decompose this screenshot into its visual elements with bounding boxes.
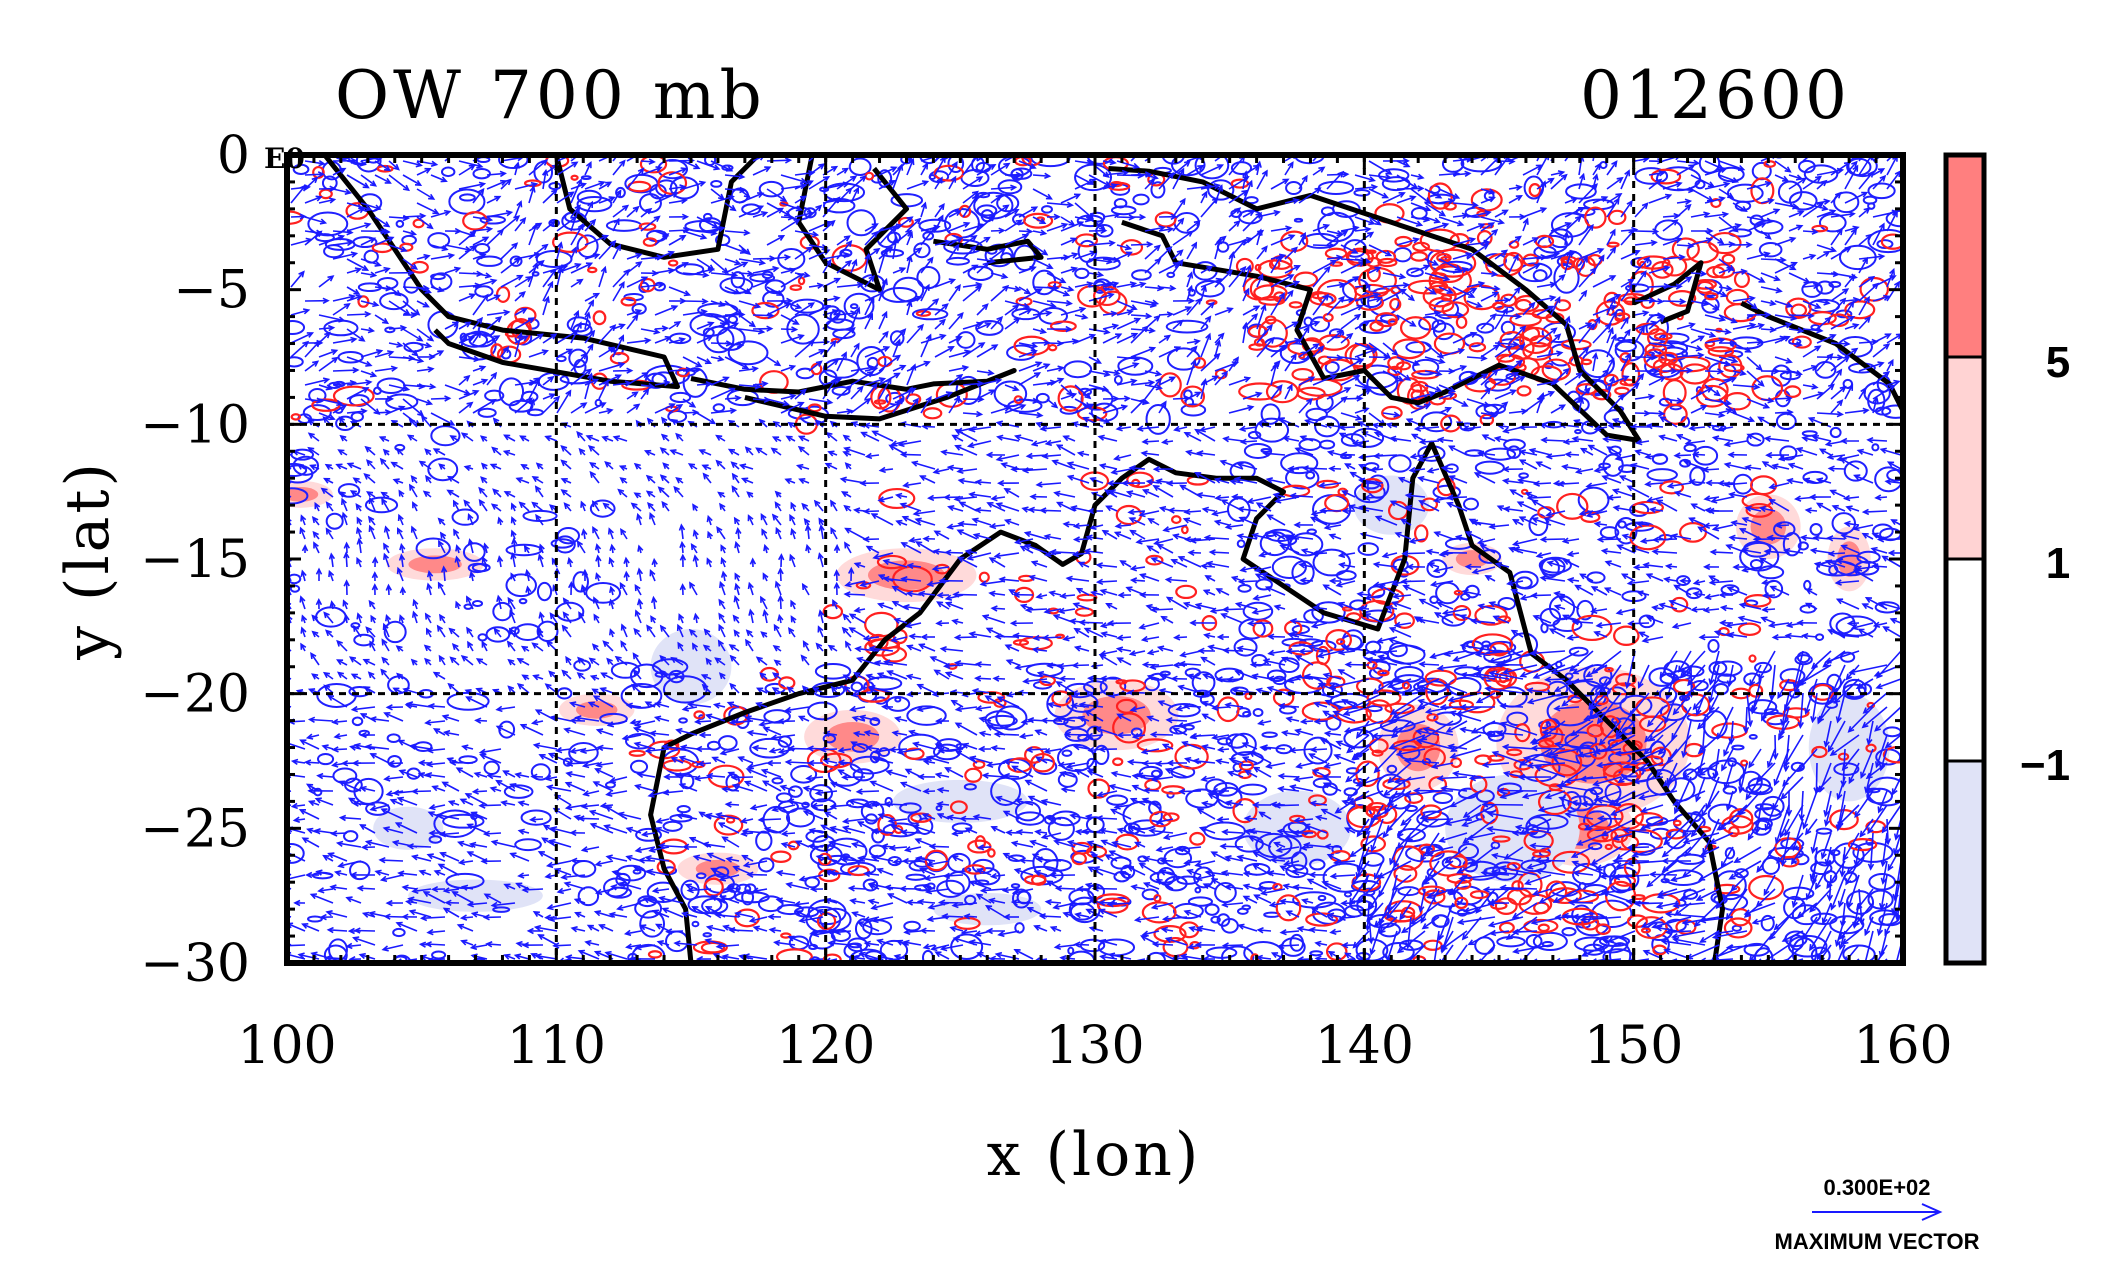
colorbar: 5 1 −1 (1943, 152, 2070, 966)
lat-lon-grid (287, 155, 1903, 963)
y-tick-label-6: −30 (140, 934, 250, 994)
vector-legend: 0.300E+02 MAXIMUM VECTOR (1775, 1175, 1980, 1254)
coastline-4 (933, 238, 1044, 266)
timestamp-label: 012600 (1580, 57, 1850, 134)
vector-legend-arrowhead (1921, 1203, 1943, 1221)
coastline-1 (690, 368, 1017, 422)
y-tick-label-5: −25 (140, 799, 250, 859)
vector-legend-magnitude: 0.300E+02 (1823, 1175, 1930, 1200)
colorbar-band-positive (1946, 357, 1984, 559)
x-tick-label-120: 120 (776, 1016, 875, 1076)
x-tick-label-110: 110 (507, 1016, 606, 1076)
plot-title: OW 700 mb (335, 57, 766, 134)
colorbar-label-minus-1: −1 (2020, 741, 2070, 790)
coastline-0 (321, 155, 680, 390)
map-plot-area (287, 155, 1903, 963)
y-tick-label-2: −10 (140, 395, 250, 455)
y-tick-label-4: −20 (140, 665, 250, 725)
axis-ticks (285, 153, 1905, 965)
coastline-9 (662, 440, 1725, 963)
x-axis-label: x (lon) (987, 1120, 1202, 1190)
x-tick-label-150: 150 (1584, 1016, 1683, 1076)
colorbar-label-1: 1 (2046, 539, 2070, 588)
y-tick-labels: 0 −5 −10 −15 −20 −25 −30 (140, 126, 250, 994)
coastline-2 (553, 155, 761, 260)
colorbar-band-negative (1946, 761, 1984, 963)
y-tick-label-0: 0 (217, 126, 250, 186)
coastline-8 (648, 747, 694, 963)
x-tick-labels: 100 110 120 130 140 150 160 (237, 1016, 1952, 1076)
y-tick-label-3: −15 (140, 530, 250, 590)
coastline-6 (1632, 260, 1704, 325)
x-tick-label-160: 160 (1853, 1016, 1952, 1076)
wind-vector-layer (287, 155, 1903, 963)
colorbar-band-neutral (1946, 559, 1984, 761)
y-tick-label-1: −5 (173, 261, 250, 321)
colorbar-band-strong-positive (1946, 155, 1984, 357)
x-tick-label-140: 140 (1315, 1016, 1414, 1076)
colorbar-label-5: 5 (2046, 338, 2070, 387)
vector-legend-caption: MAXIMUM VECTOR (1775, 1229, 1980, 1254)
corner-label: E0 (264, 142, 305, 175)
x-tick-label-130: 130 (1045, 1016, 1144, 1076)
y-axis-label: y (lat) (53, 460, 123, 661)
x-tick-label-100: 100 (237, 1016, 336, 1076)
coastline-3 (796, 155, 909, 293)
